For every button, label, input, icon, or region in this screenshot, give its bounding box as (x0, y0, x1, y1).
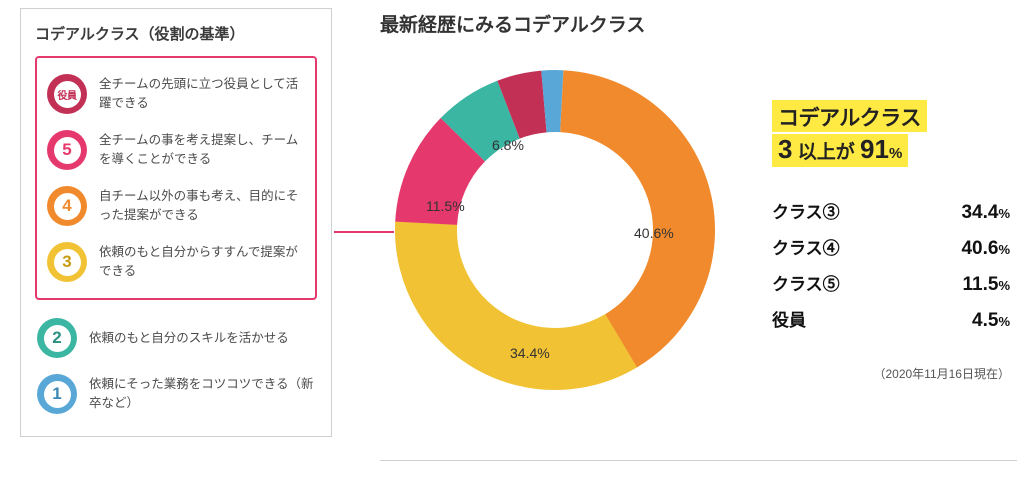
slice-label-class2: 6.8% (492, 137, 524, 153)
legend-highlight-box: 役員 全チームの先頭に立つ役員として活躍できる 5 全チームの事を考え提案し、チ… (35, 56, 317, 300)
breakdown-pct: % (998, 206, 1010, 221)
breakdown-list: クラス③ 34.4% クラス④ 40.6% クラス⑤ 11.5% 役員 4.5% (772, 195, 1010, 339)
bottom-divider (380, 460, 1017, 461)
badge-5-label: 5 (54, 137, 81, 164)
badge-2: 2 (37, 318, 77, 358)
breakdown-row: クラス③ 34.4% (772, 195, 1010, 231)
badge-2-label: 2 (44, 325, 71, 352)
badge-3-label: 3 (54, 249, 81, 276)
breakdown-label: クラス③ (772, 197, 840, 229)
legend-desc: 全チームの事を考え提案し、チームを導くことができる (99, 131, 305, 169)
badge-1-label: 1 (44, 381, 71, 408)
badge-3: 3 (47, 242, 87, 282)
badge-4-label: 4 (54, 193, 81, 220)
legend-desc: 全チームの先頭に立つ役員として活躍できる (99, 75, 305, 113)
headline-value: 91 (860, 134, 889, 164)
slice-label-class5: 11.5% (426, 198, 465, 214)
summary-panel: コデアルクラス 3 以上が 91% クラス③ 34.4% クラス④ 40.6% … (772, 100, 1010, 382)
headline-line1: コデアルクラス (772, 100, 927, 132)
headline-pct: % (889, 145, 902, 162)
legend-item-2: 2 依頼のもと自分のスキルを活かせる (35, 310, 317, 366)
donut-chart: 40.6% 34.4% 11.5% 6.8% (380, 55, 730, 405)
badge-4: 4 (47, 186, 87, 226)
breakdown-row: クラス④ 40.6% (772, 231, 1010, 267)
class-legend-panel: コデアルクラス（役割の基準） 役員 全チームの先頭に立つ役員として活躍できる 5… (20, 8, 332, 437)
breakdown-value: 11.5 (963, 274, 999, 295)
breakdown-value: 34.4 (961, 202, 998, 223)
breakdown-pct: % (998, 314, 1010, 329)
breakdown-row: クラス⑤ 11.5% (772, 267, 1010, 303)
legend-item-3: 3 依頼のもと自分からすすんで提案ができる (45, 234, 307, 290)
slice-label-class3: 34.4% (510, 345, 550, 361)
breakdown-pct: % (998, 242, 1010, 257)
legend-desc: 自チーム以外の事も考え、目的にそった提案ができる (99, 187, 305, 225)
badge-1: 1 (37, 374, 77, 414)
headline-mid-text: 以上が (792, 142, 860, 163)
legend-item-1: 1 依頼にそった業務をコツコツできる（新卒など） (35, 366, 317, 422)
breakdown-pct: % (998, 278, 1010, 293)
legend-desc: 依頼のもと自分のスキルを活かせる (89, 329, 289, 348)
legend-title: コデアルクラス（役割の基準） (35, 23, 317, 44)
legend-item-5: 5 全チームの事を考え提案し、チームを導くことができる (45, 122, 307, 178)
donut-svg (380, 55, 730, 405)
headline-line2: 3 以上が 91% (772, 134, 908, 167)
as-of-date: （2020年11月16日現在） (772, 365, 1010, 382)
chart-title: 最新経歴にみるコデアルクラス (380, 10, 645, 37)
breakdown-row: 役員 4.5% (772, 303, 1010, 339)
headline-big-number: 3 (778, 134, 792, 164)
legend-desc: 依頼にそった業務をコツコツできる（新卒など） (89, 375, 315, 413)
badge-exec-label: 役員 (54, 81, 81, 108)
legend-item-4: 4 自チーム以外の事も考え、目的にそった提案ができる (45, 178, 307, 234)
breakdown-label: クラス⑤ (772, 269, 840, 301)
breakdown-value: 40.6 (961, 238, 998, 259)
breakdown-label: クラス④ (772, 233, 840, 265)
legend-item-exec: 役員 全チームの先頭に立つ役員として活躍できる (45, 66, 307, 122)
badge-5: 5 (47, 130, 87, 170)
breakdown-value: 4.5 (972, 310, 998, 331)
legend-desc: 依頼のもと自分からすすんで提案ができる (99, 243, 305, 281)
breakdown-label: 役員 (772, 305, 806, 337)
badge-exec: 役員 (47, 74, 87, 114)
slice-label-class4: 40.6% (634, 225, 674, 241)
